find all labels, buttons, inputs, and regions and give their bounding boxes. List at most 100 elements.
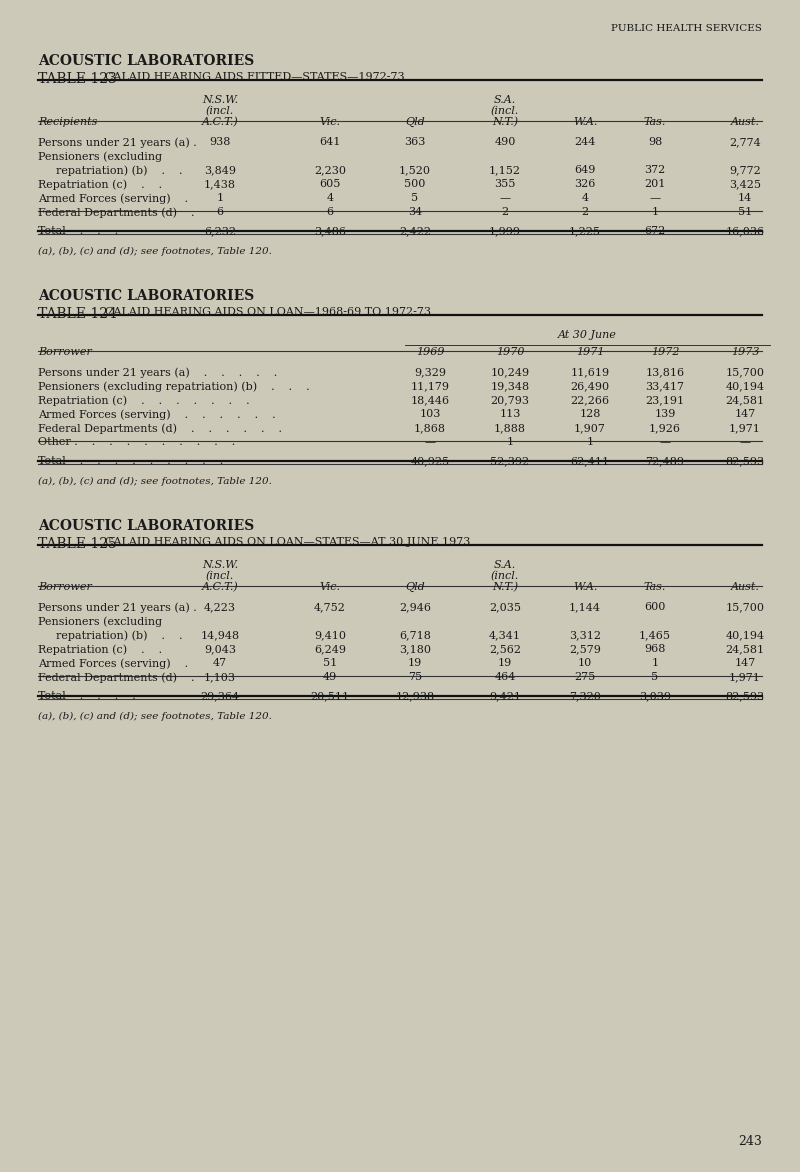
Text: 201: 201 <box>644 179 666 189</box>
Text: 4,341: 4,341 <box>489 631 521 640</box>
Text: PUBLIC HEALTH SERVICES: PUBLIC HEALTH SERVICES <box>611 23 762 33</box>
Text: 24,581: 24,581 <box>726 395 765 406</box>
Text: 1,144: 1,144 <box>569 602 601 612</box>
Text: Persons under 21 years (a) .: Persons under 21 years (a) . <box>38 137 197 148</box>
Text: 2,422: 2,422 <box>399 226 431 236</box>
Text: 641: 641 <box>319 137 341 146</box>
Text: 464: 464 <box>494 672 516 682</box>
Text: 1,520: 1,520 <box>399 165 431 175</box>
Text: 1,152: 1,152 <box>489 165 521 175</box>
Text: N.T.): N.T.) <box>492 582 518 592</box>
Text: 243: 243 <box>738 1134 762 1149</box>
Text: 15,700: 15,700 <box>726 602 765 612</box>
Text: 1,999: 1,999 <box>489 226 521 236</box>
Text: Borrower: Borrower <box>38 347 92 357</box>
Text: repatriation) (b)    .    .: repatriation) (b) . . <box>56 165 182 176</box>
Text: 1,103: 1,103 <box>204 672 236 682</box>
Text: 275: 275 <box>574 672 596 682</box>
Text: 82,593: 82,593 <box>726 456 765 466</box>
Text: Aust.: Aust. <box>730 117 759 127</box>
Text: 29,364: 29,364 <box>201 691 239 701</box>
Text: Persons under 21 years (a)    .    .    .    .    .: Persons under 21 years (a) . . . . . <box>38 367 278 377</box>
Text: Total    .    .    .: Total . . . <box>38 226 118 236</box>
Text: 14,948: 14,948 <box>201 631 239 640</box>
Text: 82,593: 82,593 <box>726 691 765 701</box>
Text: 9,043: 9,043 <box>204 643 236 654</box>
Text: 9,421: 9,421 <box>489 691 521 701</box>
Text: —: — <box>425 437 435 447</box>
Text: Vic.: Vic. <box>319 582 341 592</box>
Text: 147: 147 <box>734 657 756 668</box>
Text: 672: 672 <box>644 226 666 236</box>
Text: S.A.: S.A. <box>494 560 516 570</box>
Text: 139: 139 <box>654 409 676 420</box>
Text: Other .    .    .    .    .    .    .    .    .    .: Other . . . . . . . . . . <box>38 437 235 447</box>
Text: 18,446: 18,446 <box>410 395 450 406</box>
Text: —: — <box>499 193 510 203</box>
Text: TABLE 124: TABLE 124 <box>38 307 117 321</box>
Text: 326: 326 <box>574 179 596 189</box>
Text: 20,511: 20,511 <box>310 691 350 701</box>
Text: 1,888: 1,888 <box>494 423 526 432</box>
Text: Recipients: Recipients <box>38 117 98 127</box>
Text: 9,329: 9,329 <box>414 367 446 377</box>
Text: 3,039: 3,039 <box>639 691 671 701</box>
Text: 16,036: 16,036 <box>726 226 765 236</box>
Text: 1971: 1971 <box>576 347 604 357</box>
Text: W.A.: W.A. <box>573 582 597 592</box>
Text: 2,774: 2,774 <box>729 137 761 146</box>
Text: Tas.: Tas. <box>644 117 666 127</box>
Text: —: — <box>659 437 670 447</box>
Text: 14: 14 <box>738 193 752 203</box>
Text: 4,752: 4,752 <box>314 602 346 612</box>
Text: 19,348: 19,348 <box>490 381 530 391</box>
Text: N.T.): N.T.) <box>492 117 518 128</box>
Text: 649: 649 <box>574 165 596 175</box>
Text: ACOUSTIC LABORATORIES: ACOUSTIC LABORATORIES <box>38 289 254 304</box>
Text: Federal Departments (d)    .: Federal Departments (d) . <box>38 207 194 218</box>
Text: 1,438: 1,438 <box>204 179 236 189</box>
Text: N.S.W.: N.S.W. <box>202 95 238 105</box>
Text: Pensioners (excluding repatriation) (b)    .    .    .: Pensioners (excluding repatriation) (b) … <box>38 381 310 391</box>
Text: 1,971: 1,971 <box>729 672 761 682</box>
Text: 355: 355 <box>494 179 516 189</box>
Text: Pensioners (excluding: Pensioners (excluding <box>38 616 162 627</box>
Text: 244: 244 <box>574 137 596 146</box>
Text: (incl.: (incl. <box>206 105 234 116</box>
Text: 1: 1 <box>217 193 223 203</box>
Text: 1973: 1973 <box>730 347 759 357</box>
Text: 40,925: 40,925 <box>410 456 450 466</box>
Text: 23,191: 23,191 <box>646 395 685 406</box>
Text: Qld: Qld <box>405 582 425 592</box>
Text: 1,971: 1,971 <box>729 423 761 432</box>
Text: 490: 490 <box>494 137 516 146</box>
Text: 2: 2 <box>502 207 509 217</box>
Text: 9,410: 9,410 <box>314 631 346 640</box>
Text: 15,700: 15,700 <box>726 367 765 377</box>
Text: 1,926: 1,926 <box>649 423 681 432</box>
Text: 1,225: 1,225 <box>569 226 601 236</box>
Text: 3,312: 3,312 <box>569 631 601 640</box>
Text: 103: 103 <box>419 409 441 420</box>
Text: 11,179: 11,179 <box>410 381 450 391</box>
Text: —: — <box>739 437 750 447</box>
Text: Repatriation (c)    .    .    .    .    .    .    .: Repatriation (c) . . . . . . . <box>38 395 250 406</box>
Text: 10: 10 <box>578 657 592 668</box>
Text: 6: 6 <box>326 207 334 217</box>
Text: 12,938: 12,938 <box>395 691 434 701</box>
Text: 47: 47 <box>213 657 227 668</box>
Text: 40,194: 40,194 <box>726 381 765 391</box>
Text: TABLE 125: TABLE 125 <box>38 537 117 551</box>
Text: 372: 372 <box>644 165 666 175</box>
Text: 51: 51 <box>738 207 752 217</box>
Text: A.C.T.): A.C.T.) <box>202 582 238 592</box>
Text: 4,223: 4,223 <box>204 602 236 612</box>
Text: 1: 1 <box>651 207 658 217</box>
Text: 62,411: 62,411 <box>570 456 610 466</box>
Text: 5: 5 <box>411 193 418 203</box>
Text: 20,793: 20,793 <box>490 395 530 406</box>
Text: 13,816: 13,816 <box>646 367 685 377</box>
Text: 2,230: 2,230 <box>314 165 346 175</box>
Text: 6,718: 6,718 <box>399 631 431 640</box>
Text: 6: 6 <box>217 207 223 217</box>
